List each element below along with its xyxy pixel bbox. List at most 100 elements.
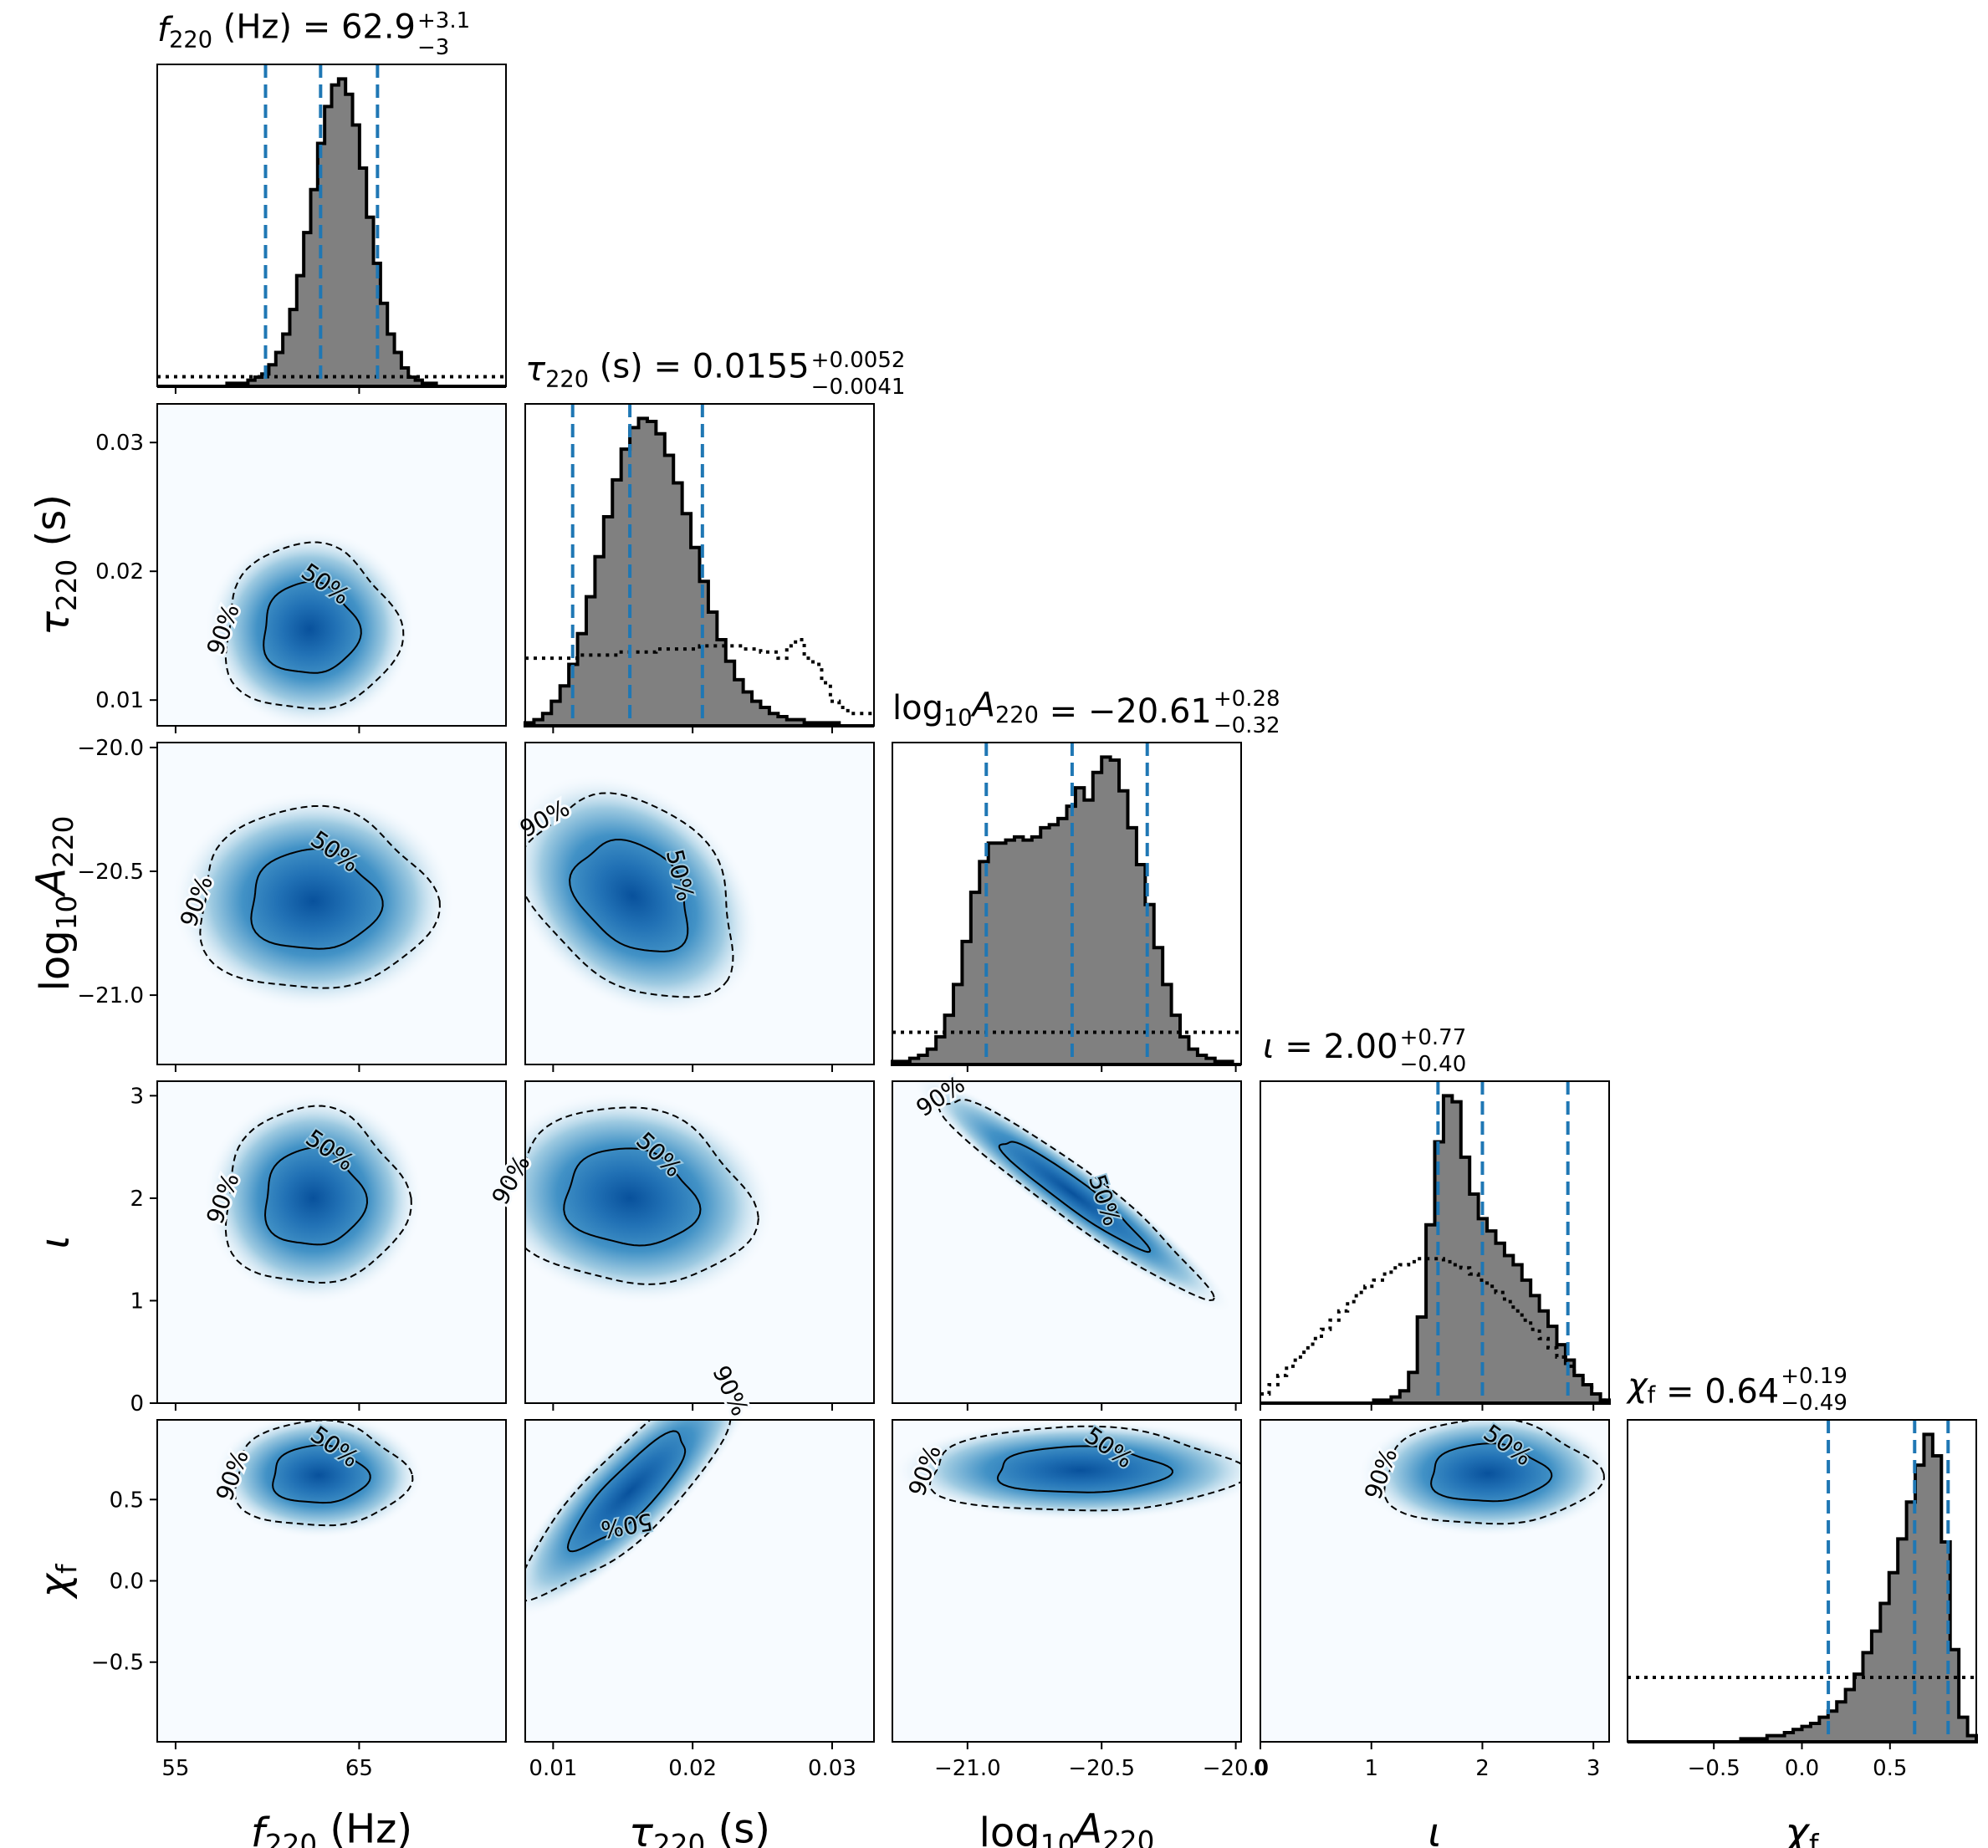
y-axis-label-iota: ι [32,1235,79,1248]
x-tick-label-f220: 55 [161,1756,189,1781]
density-shading [204,528,415,726]
x-tick-label-logA220: −20.5 [1068,1756,1135,1781]
panel-frame [524,1080,875,1404]
density-panel-tau220-iota: 90% 50% [484,1080,875,1404]
contour-90 [199,804,442,989]
panel-frame [524,742,875,1065]
panel-frame [1260,1080,1610,1404]
title-logA220: log10A220 = −20.61 [892,686,1212,731]
panel-frame [1260,1419,1610,1743]
contour-50 [998,1141,1152,1253]
x-tick-label-iota: 2 [1475,1756,1490,1781]
x-axis-label-chif: χf [1783,1810,1820,1848]
contour-90 [928,1425,1241,1512]
panel-background [892,1081,1241,1403]
contour-50 [569,838,689,952]
x-tick-label-logA220: −20.0 [1203,1756,1270,1781]
x-tick-label-tau220: 0.02 [668,1756,717,1781]
x-tick-label-chif: −0.5 [1688,1756,1740,1781]
y-tick-label-iota: 0 [130,1391,144,1417]
density-shading [171,791,455,1011]
y-tick-label-tau220: 0.03 [95,431,144,456]
contour-50 [263,1146,369,1246]
panel-frame [892,1080,1242,1404]
contour-50 [566,1430,687,1553]
density-panel-logA220-chif: 90% 50% [892,1419,1242,1743]
density-panel-tau220-chif: 90%50% [524,1359,875,1743]
hist-panel-f220: f220 (Hz) = 62.9 +3.1−3 [156,8,507,388]
contour-90 [233,1420,414,1527]
contour-90 [525,792,734,998]
density-panel-tau220-logA220: 90%50% [513,742,875,1065]
contour-50 [272,1444,371,1504]
panel-frame [892,742,1242,1065]
title-upper-error: +0.19 [1781,1364,1847,1389]
panel-frame [524,403,875,727]
density-shading [525,1091,775,1305]
y-tick-label-iota: 2 [130,1187,144,1212]
density-panel-logA220-iota: 90%50% [892,1068,1242,1404]
title-iota: ι = 2.00 [1263,1028,1398,1066]
y-axis-label-chif: χf [32,1563,83,1600]
panel-frame [156,742,507,1065]
panel-frame [892,1419,1242,1743]
density-panel-f220-iota: 90%50% [156,1080,507,1404]
prior-histogram [525,638,874,716]
x-tick-label-chif: 0.5 [1873,1756,1907,1781]
panel-frame [156,64,507,387]
posterior-histogram [157,77,506,388]
y-tick-label-logA220: −20.0 [77,736,144,761]
y-tick-label-tau220: 0.02 [95,559,144,585]
density-shading [892,1420,1241,1521]
title-chif: χf = 0.64 [1626,1366,1779,1412]
panel-frame [156,1080,507,1404]
x-tick-label-iota: 1 [1364,1756,1378,1781]
posterior-histogram [891,755,1241,1066]
y-axis-label-logA220: log10A220 [28,816,83,992]
contour-90 [525,1420,732,1602]
y-tick-label-logA220: −21.0 [77,983,144,1008]
y-tick-label-iota: 1 [130,1289,144,1314]
contour-50 [1430,1442,1553,1503]
contour-50 [996,1445,1174,1493]
y-tick-label-logA220: −20.5 [77,860,144,885]
panel-frame [524,1419,875,1743]
density-shading [203,1091,423,1305]
title-lower-error: −3 [417,35,449,60]
title-lower-error: −0.0041 [811,375,906,400]
contour-50 [250,848,384,950]
hist-panel-logA220: log10A220 = −20.61 +0.28−0.32 [891,686,1280,1066]
contour-90 [525,1106,759,1285]
posterior-histogram [524,416,874,727]
density-panel-iota-chif: 90% 50% [1260,1417,1610,1743]
hist-panel-iota: ι = 2.00 +0.77−0.40 [1260,1025,1611,1405]
panel-frame [156,403,507,727]
contour-90 [938,1098,1215,1302]
title-lower-error: −0.49 [1781,1391,1847,1416]
density-shading [525,773,760,1018]
hist-panel-chif: χf = 0.64 +0.19−0.49 [1626,1364,1978,1743]
x-axis-label-f220: f220 (Hz) [251,1806,412,1848]
y-tick-label-tau220: 0.01 [95,688,144,713]
contour-90 [1383,1420,1606,1525]
density-shading [525,1420,757,1619]
density-shading [1357,1420,1609,1537]
y-tick-label-chif: 0.0 [110,1570,144,1595]
title-upper-error: +0.0052 [811,348,906,373]
x-axis-label-logA220: log10A220 [979,1806,1155,1848]
x-tick-label-logA220: −21.0 [934,1756,1001,1781]
x-axis-label-iota: ι [1428,1810,1441,1848]
contour-50 [263,580,362,674]
y-tick-label-chif: 0.5 [110,1488,144,1513]
x-axis-label-tau220: τ220 (s) [629,1806,770,1848]
density-shading [912,1081,1233,1314]
contour-90 [224,1105,412,1284]
y-axis-label-tau220: τ220 (s) [28,494,83,636]
x-tick-label-tau220: 0.01 [529,1756,577,1781]
x-tick-label-tau220: 0.03 [808,1756,856,1781]
contour-50 [563,1147,702,1247]
density-panel-f220-logA220: 90%50% [156,742,507,1065]
title-lower-error: −0.32 [1214,713,1280,738]
title-upper-error: +0.28 [1214,687,1280,712]
x-tick-label-iota: 0 [1254,1756,1268,1781]
